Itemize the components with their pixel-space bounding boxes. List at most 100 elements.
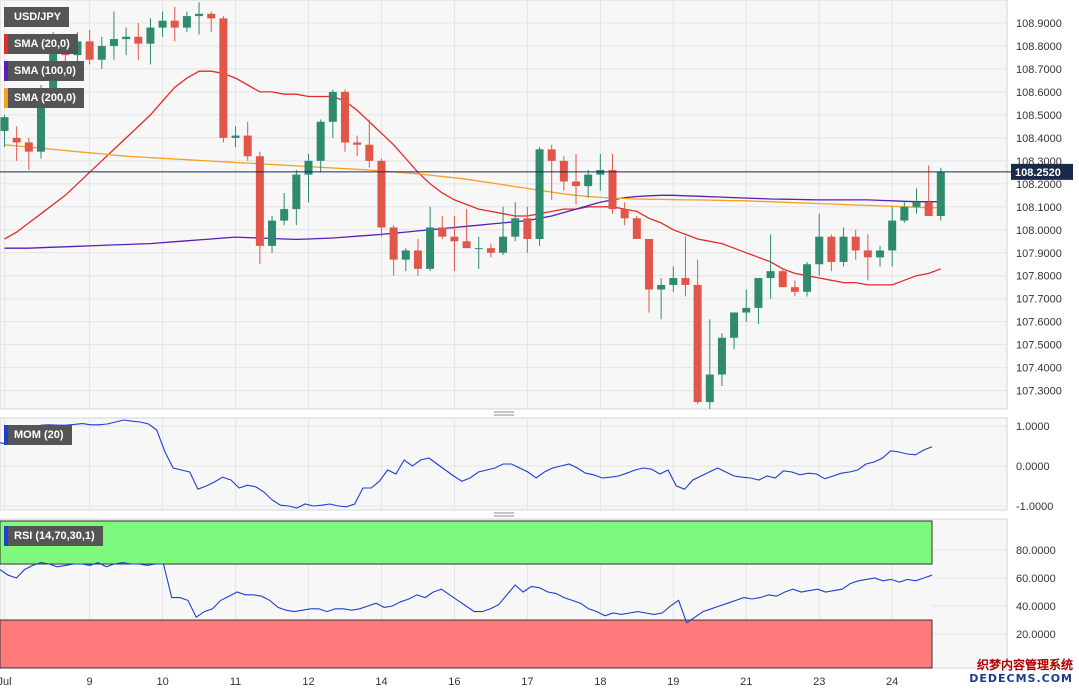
candle-body xyxy=(24,142,33,152)
panel-backgrounds xyxy=(0,0,1008,669)
candle-body xyxy=(280,209,289,221)
rsi-tick-label: 60.0000 xyxy=(1016,573,1056,585)
legend-usdjpy[interactable]: USD/JPY xyxy=(4,7,70,27)
sma-lines xyxy=(4,70,942,286)
time-tick-label: Jul xyxy=(0,676,12,688)
candle-body xyxy=(851,236,860,251)
price-tick-label: 108.0000 xyxy=(1016,225,1062,237)
candle-body xyxy=(158,20,167,28)
legend-label: RSI (14,70,30,1) xyxy=(14,530,95,542)
time-tick-label: 18 xyxy=(594,676,606,688)
legend-label: MOM (20) xyxy=(14,429,64,441)
legend-sma20[interactable]: SMA (20,0) xyxy=(4,34,78,54)
candle-body xyxy=(438,227,447,237)
legend-sma200[interactable]: SMA (200,0) xyxy=(4,88,84,108)
mom-line xyxy=(0,419,933,509)
candle-body xyxy=(231,135,240,138)
time-tick-label: 12 xyxy=(302,676,314,688)
candle-body xyxy=(924,202,933,216)
rsi-line xyxy=(0,562,933,624)
price-tick-label: 107.4000 xyxy=(1016,363,1062,375)
time-tick-label: 16 xyxy=(448,676,460,688)
legend-label: SMA (200,0) xyxy=(14,92,76,104)
candle-body xyxy=(462,241,471,249)
rsi-tick-label: 40.0000 xyxy=(1016,601,1056,613)
candle-body xyxy=(888,220,897,251)
candle-body xyxy=(730,312,739,338)
candle-body xyxy=(353,142,362,145)
rsi-tick-label: 80.0000 xyxy=(1016,545,1056,557)
pane-dividers[interactable] xyxy=(494,411,514,517)
legend-label: SMA (100,0) xyxy=(14,65,76,77)
price-tick-label: 107.6000 xyxy=(1016,317,1062,329)
candle-body xyxy=(559,160,568,182)
time-tick-label: 14 xyxy=(375,676,387,688)
gridlines xyxy=(0,0,1007,668)
candle-body xyxy=(742,307,751,313)
candle-body xyxy=(705,374,714,403)
price-tick-label: 108.5000 xyxy=(1016,110,1062,122)
rsi-line xyxy=(0,562,933,624)
candle-body xyxy=(863,250,872,258)
rsi-zones xyxy=(0,520,933,669)
candle-body xyxy=(499,236,508,253)
candle-body xyxy=(316,121,325,161)
sma-line-20 xyxy=(4,70,942,286)
candle-body xyxy=(486,248,495,253)
candle-body xyxy=(900,206,909,221)
price-tick-label: 108.2000 xyxy=(1016,179,1062,191)
candle-body xyxy=(268,220,277,246)
rsi-overbought-zone xyxy=(0,520,933,565)
price-tick-label: 108.9000 xyxy=(1016,18,1062,30)
legend-rsi[interactable]: RSI (14,70,30,1) xyxy=(4,526,103,546)
price-tick-label: 108.4000 xyxy=(1016,133,1062,145)
candle-body xyxy=(547,149,556,161)
candle-body xyxy=(790,287,799,292)
price-tick-label: 107.3000 xyxy=(1016,386,1062,398)
candle-body xyxy=(365,144,374,161)
candle-body xyxy=(292,174,301,210)
axis-labels: 108.9000 108.8000 108.7000 108.6000 108.5000… xyxy=(0,18,1073,688)
time-tick-label: 10 xyxy=(156,676,168,688)
legend-label: USD/JPY xyxy=(14,11,62,23)
candle-body xyxy=(12,137,21,143)
candle-body xyxy=(572,181,581,187)
price-tick-label: 107.5000 xyxy=(1016,340,1062,352)
legend-sma100[interactable]: SMA (100,0) xyxy=(4,61,84,81)
watermark: 织梦内容管理系统 DEDECMS.COM xyxy=(969,658,1073,686)
legend-label: SMA (20,0) xyxy=(14,38,70,50)
price-tick-label: 108.1000 xyxy=(1016,202,1062,214)
candle-body xyxy=(523,218,532,239)
candle-body xyxy=(608,170,617,210)
candle-body xyxy=(389,227,398,260)
time-tick-label: 9 xyxy=(87,676,93,688)
candle-body xyxy=(535,149,544,239)
candle-body xyxy=(146,27,155,44)
candle-body xyxy=(195,13,204,17)
candle-body xyxy=(511,218,520,237)
mom-tick-label: 1.0000 xyxy=(1016,421,1050,433)
candle-body xyxy=(426,227,435,269)
price-tick-label: 108.7000 xyxy=(1016,64,1062,76)
candle-body xyxy=(693,284,702,403)
candle-body xyxy=(401,250,410,260)
candle-body xyxy=(644,238,653,290)
candle-body xyxy=(681,278,690,285)
last-price-label: 108.2520 xyxy=(1015,167,1061,179)
watermark-line2: DEDECMS.COM xyxy=(969,672,1073,685)
candle-body xyxy=(584,174,593,187)
sma-line-100 xyxy=(4,194,941,249)
candle-body xyxy=(340,91,349,143)
candle-body xyxy=(620,209,629,219)
candle-body xyxy=(754,278,763,308)
candle-body xyxy=(36,89,45,152)
candle-body xyxy=(207,13,216,19)
rsi-oversold-zone xyxy=(0,619,933,669)
legend-swatch-mom xyxy=(4,425,8,445)
candle-body xyxy=(912,202,921,207)
legend-mom[interactable]: MOM (20) xyxy=(4,425,72,445)
legend-swatch-usdjpy xyxy=(4,7,8,27)
candle-body xyxy=(97,45,106,60)
